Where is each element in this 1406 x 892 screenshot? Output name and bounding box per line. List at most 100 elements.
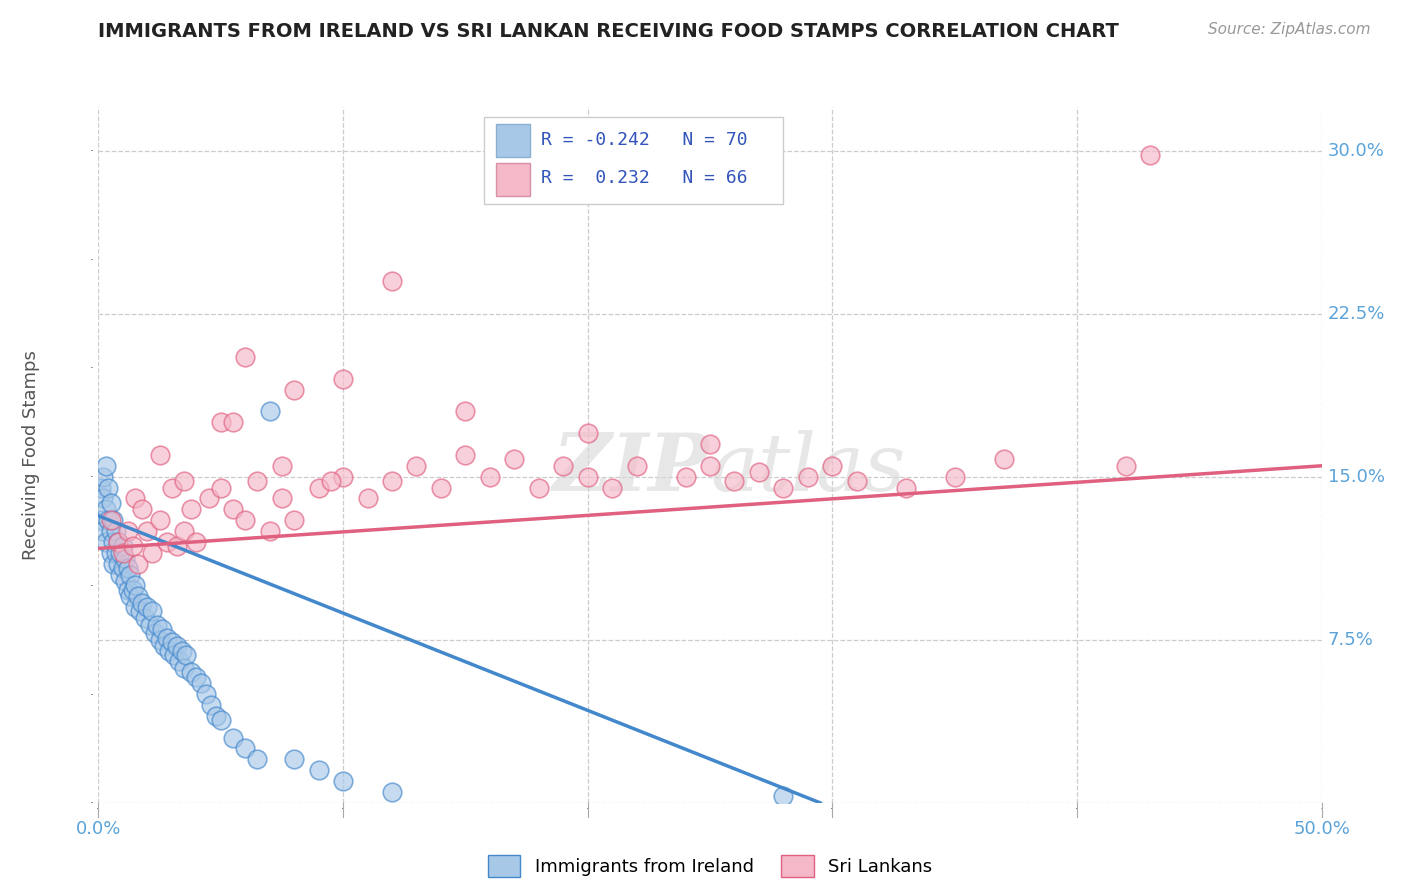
Point	[160, 635, 183, 649]
Point	[100, 524, 122, 538]
Point	[97, 513, 120, 527]
Point	[748, 466, 770, 480]
Point	[141, 546, 163, 560]
Point	[993, 452, 1015, 467]
Point	[797, 469, 820, 483]
Point	[180, 665, 202, 680]
Point	[149, 513, 172, 527]
Point	[209, 481, 232, 495]
Text: IMMIGRANTS FROM IRELAND VS SRI LANKAN RECEIVING FOOD STAMPS CORRELATION CHART: IMMIGRANTS FROM IRELAND VS SRI LANKAN RE…	[98, 22, 1119, 41]
Point	[107, 535, 129, 549]
Point	[723, 474, 745, 488]
Point	[117, 561, 139, 575]
Point	[1115, 458, 1137, 473]
Point	[308, 763, 330, 777]
Point	[283, 752, 305, 766]
Point	[209, 415, 232, 429]
Point	[270, 458, 294, 473]
Point	[163, 648, 186, 662]
Point	[772, 481, 794, 495]
Point	[195, 687, 218, 701]
Point	[176, 648, 198, 662]
Point	[233, 741, 256, 756]
Point	[1139, 148, 1161, 162]
Text: 22.5%: 22.5%	[1327, 304, 1385, 323]
Point	[845, 474, 868, 488]
Point	[100, 496, 122, 510]
Point	[121, 582, 143, 597]
Point	[111, 546, 134, 560]
Point	[270, 491, 294, 506]
Point	[222, 731, 245, 745]
Point	[675, 469, 697, 483]
Point	[149, 448, 172, 462]
Point	[156, 631, 179, 645]
Point	[91, 469, 114, 483]
Point	[124, 578, 146, 592]
Point	[173, 474, 195, 488]
Point	[136, 524, 159, 538]
Text: ZIP: ZIP	[553, 430, 710, 508]
Point	[381, 785, 404, 799]
Legend: Immigrants from Ireland, Sri Lankans: Immigrants from Ireland, Sri Lankans	[488, 855, 932, 877]
Point	[120, 589, 142, 603]
Point	[111, 561, 134, 575]
Point	[153, 639, 176, 653]
Point	[200, 698, 222, 712]
Point	[94, 535, 117, 549]
Point	[156, 535, 179, 549]
Point	[150, 622, 173, 636]
Point	[117, 524, 139, 538]
Point	[101, 557, 124, 571]
FancyBboxPatch shape	[484, 118, 783, 204]
Point	[197, 491, 219, 506]
Point	[143, 626, 166, 640]
Point	[283, 383, 305, 397]
Point	[186, 670, 208, 684]
Point	[246, 474, 269, 488]
Point	[101, 513, 124, 527]
Text: Receiving Food Stamps: Receiving Food Stamps	[22, 350, 41, 560]
Point	[111, 539, 134, 553]
Point	[166, 539, 188, 553]
Point	[332, 469, 354, 483]
Point	[626, 458, 648, 473]
Point	[110, 567, 132, 582]
Point	[127, 557, 149, 571]
Point	[100, 546, 122, 560]
Point	[136, 600, 159, 615]
Point	[91, 491, 114, 506]
Point	[129, 605, 152, 619]
Point	[114, 552, 136, 566]
Text: R = -0.242   N = 70: R = -0.242 N = 70	[541, 131, 748, 149]
Point	[100, 513, 122, 527]
Point	[124, 491, 146, 506]
Point	[94, 458, 117, 473]
Point	[166, 639, 188, 653]
Point	[332, 774, 354, 789]
Point	[283, 513, 305, 527]
Text: 7.5%: 7.5%	[1327, 631, 1374, 648]
Text: R =  0.232   N = 66: R = 0.232 N = 66	[541, 169, 748, 187]
Point	[381, 474, 404, 488]
Point	[478, 469, 501, 483]
FancyBboxPatch shape	[496, 124, 530, 158]
Point	[141, 605, 163, 619]
Point	[131, 502, 153, 516]
Text: Source: ZipAtlas.com: Source: ZipAtlas.com	[1208, 22, 1371, 37]
Point	[101, 535, 124, 549]
Point	[134, 611, 156, 625]
Point	[149, 632, 172, 647]
FancyBboxPatch shape	[496, 162, 530, 196]
Point	[259, 524, 281, 538]
Point	[94, 502, 117, 516]
Point	[405, 458, 427, 473]
Point	[121, 539, 143, 553]
Point	[91, 524, 114, 538]
Point	[107, 557, 129, 571]
Point	[110, 546, 132, 560]
Text: 30.0%: 30.0%	[1327, 142, 1385, 160]
Point	[190, 676, 212, 690]
Point	[167, 655, 190, 669]
Point	[107, 535, 129, 549]
